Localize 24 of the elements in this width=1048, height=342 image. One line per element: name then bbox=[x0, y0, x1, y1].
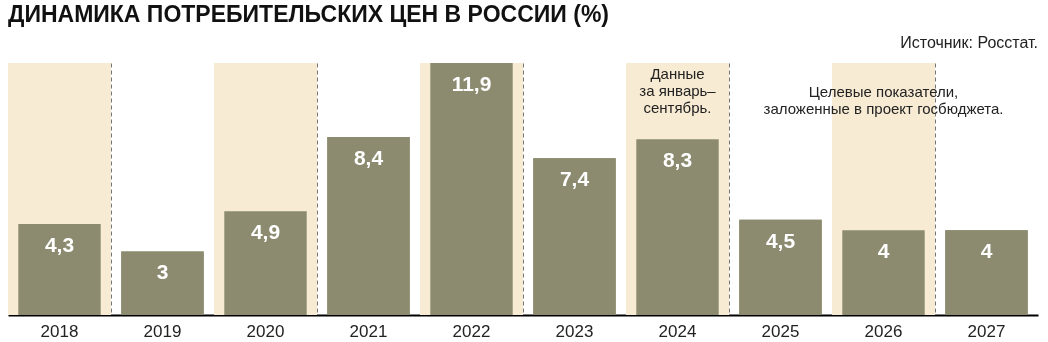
x-tick-label: 2020 bbox=[246, 321, 285, 341]
data-label: 3 bbox=[156, 260, 169, 284]
x-tick-label: 2026 bbox=[864, 321, 903, 341]
chart-title: ДИНАМИКА ПОТРЕБИТЕЛЬСКИХ ЦЕН В РОССИИ (%) bbox=[8, 1, 609, 27]
x-tick-label: 2027 bbox=[967, 321, 1006, 341]
x-tick-label: 2023 bbox=[555, 321, 594, 341]
data-label: 4 bbox=[877, 239, 890, 263]
x-tick-label: 2018 bbox=[40, 321, 79, 341]
data-label: 7,4 bbox=[559, 167, 590, 191]
data-label: 8,3 bbox=[662, 148, 693, 172]
data-label: 4,5 bbox=[765, 228, 796, 252]
data-label: 4 bbox=[980, 239, 993, 263]
x-tick-label: 2019 bbox=[143, 321, 182, 341]
x-tick-label: 2022 bbox=[452, 321, 491, 341]
x-tick-label: 2025 bbox=[761, 321, 800, 341]
data-label: 4,9 bbox=[250, 220, 281, 244]
x-tick-label: 2021 bbox=[349, 321, 388, 341]
data-label: 4,3 bbox=[44, 232, 75, 256]
data-label: 11,9 bbox=[451, 72, 492, 95]
annotation: Целевые показатели, заложенные в проект госбюджета. bbox=[763, 83, 1004, 117]
text: Источник: Росстат. bbox=[900, 34, 1038, 51]
annotation: Данные за январь– сентябрь. bbox=[639, 65, 717, 116]
x-tick-label: 2024 bbox=[658, 321, 697, 341]
data-label: 8,4 bbox=[353, 146, 384, 170]
